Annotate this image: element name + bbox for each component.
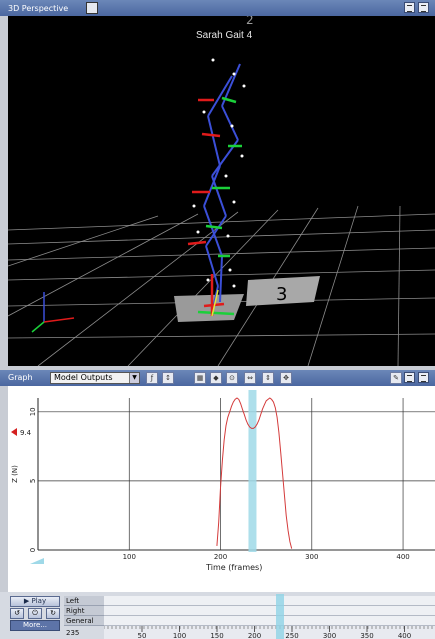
zoom-icon[interactable]: ⊙ [226, 372, 238, 384]
function-icon[interactable]: ƒ [146, 372, 158, 384]
value-marker-label: 9.4 [20, 429, 32, 437]
menu-icon[interactable] [404, 2, 415, 13]
value-marker-icon [11, 428, 17, 436]
step-forward-icon[interactable]: ↻ [46, 608, 60, 619]
3d-viewport[interactable]: 3 2 [8, 16, 435, 366]
current-frame-readout: 235 [66, 629, 80, 637]
chart-grid [37, 398, 435, 551]
y-tick-label: 0 [29, 548, 37, 552]
y-axis-label: Z (N) [11, 465, 19, 483]
ruler-tick-label: 300 [323, 632, 336, 639]
pause-icon[interactable] [418, 2, 429, 13]
forceplate-1 [174, 294, 244, 322]
ruler-tick-label: 50 [138, 632, 147, 639]
ghost-plate-label: 2 [246, 16, 254, 27]
x-tick-label: 400 [396, 553, 409, 561]
viewport-title: 3D Perspective [8, 3, 69, 13]
forceplate-number: 3 [276, 284, 287, 305]
ruler-tick-label: 150 [210, 632, 223, 639]
force-chart: 0 5 10 100 200 300 400 Z (N) Time (frames) 9.… [11, 390, 435, 572]
y-tick-label: 10 [29, 407, 37, 416]
z-force-line [216, 397, 293, 549]
marker-dots [192, 58, 246, 288]
ruler-tick-label: 350 [360, 632, 373, 639]
graph-panel[interactable]: 0 5 10 100 200 300 400 Z (N) Time (frames) 9.… [8, 386, 435, 592]
more-button[interactable]: More... [10, 620, 60, 631]
model-outputs-select[interactable]: Model Outputs ▼ [50, 372, 140, 384]
x-tick-label: 200 [214, 553, 227, 561]
track-general[interactable] [104, 616, 435, 626]
play-button-label: Play [31, 597, 47, 605]
step-back-icon[interactable]: ↺ [10, 608, 24, 619]
x-axis-label: Time (frames) [205, 563, 262, 572]
x-tick-label: 300 [305, 553, 318, 561]
axis-scale-icon[interactable]: ↕ [162, 372, 174, 384]
track-label-general: General [64, 616, 104, 626]
time-cursor[interactable] [248, 390, 257, 552]
model-outputs-select-value: Model Outputs [54, 373, 113, 382]
track-label-left: Left [64, 596, 104, 606]
timeline-cursor[interactable] [276, 594, 284, 639]
grid-icon[interactable]: ▦ [194, 372, 206, 384]
marker-icon[interactable]: ◆ [210, 372, 222, 384]
track-left[interactable] [104, 596, 435, 606]
axis-gizmo [31, 292, 75, 333]
loop-icon[interactable]: ⏻ [28, 608, 42, 619]
ruler-tick-label: 250 [285, 632, 298, 639]
3d-scene: 3 2 [8, 16, 435, 366]
forceplate-2 [246, 276, 320, 306]
menu-icon[interactable] [404, 372, 415, 383]
viewport-titlebar: 3D Perspective [0, 0, 435, 16]
ruler-tick-label: 400 [398, 632, 411, 639]
y-tick-label: 5 [29, 479, 37, 483]
fit-icon[interactable]: ✥ [280, 372, 292, 384]
subject-label: Sarah Gait 4 [196, 30, 253, 41]
ruler-tick-label: 100 [173, 632, 186, 639]
range-handle-icon[interactable] [30, 558, 44, 564]
graph-title: Graph [8, 373, 33, 382]
viewport-view-icon[interactable] [86, 2, 98, 14]
pause-icon[interactable] [418, 372, 429, 383]
pan-left-icon[interactable]: ⇔ [244, 372, 256, 384]
track-label-right: Right [64, 606, 104, 616]
x-tick-label: 100 [123, 553, 136, 561]
graph-toolbar: Graph Model Outputs ▼ ƒ ↕ ▦ ◆ ⊙ ⇔ ⇕ ✥ ✎ [0, 370, 435, 386]
settings-icon[interactable]: ✎ [390, 372, 402, 384]
play-button[interactable]: ▶ Play [10, 596, 60, 607]
pan-up-icon[interactable]: ⇕ [262, 372, 274, 384]
timeline-ruler[interactable]: 5010015020025030035040045 [104, 626, 435, 639]
joint-axes [187, 96, 242, 316]
chevron-down-icon[interactable]: ▼ [129, 373, 139, 383]
force-vector [211, 289, 219, 317]
ruler-tick-label: 200 [248, 632, 261, 639]
skeleton-segments [203, 63, 241, 309]
track-right[interactable] [104, 606, 435, 616]
